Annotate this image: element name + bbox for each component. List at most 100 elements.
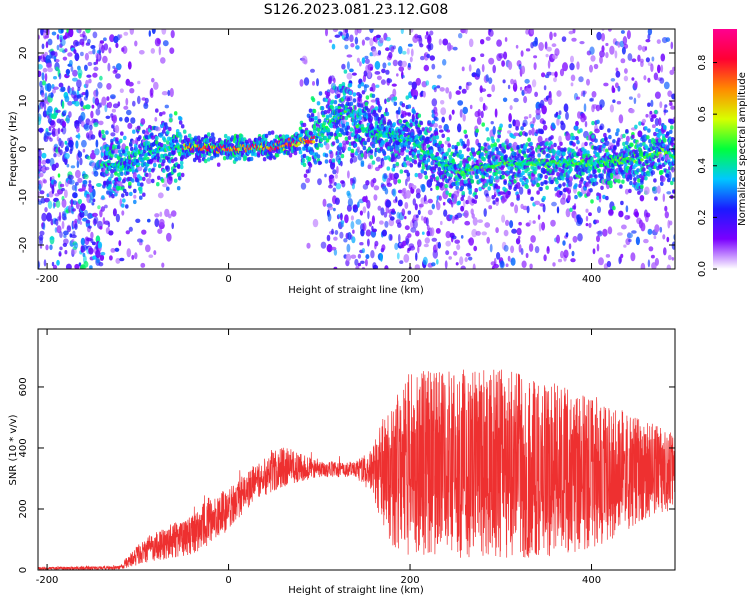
heatmap-cell	[239, 134, 244, 139]
heatmap-cell	[336, 93, 341, 99]
heatmap-cell	[576, 140, 580, 145]
heatmap-cell	[542, 150, 546, 155]
heatmap-cell	[91, 185, 95, 189]
heatmap-cell	[142, 192, 146, 197]
heatmap-cell	[612, 87, 616, 93]
heatmap-cell	[139, 241, 143, 246]
heatmap-cell	[87, 61, 93, 67]
heatmap-cell	[136, 178, 140, 183]
heatmap-cell	[370, 99, 377, 103]
heatmap-cell	[43, 259, 47, 267]
heatmap-cell	[166, 140, 170, 145]
heatmap-cell	[344, 214, 349, 224]
heatmap-cell	[126, 109, 132, 116]
heatmap-cell	[328, 113, 333, 118]
heatmap-cell	[302, 162, 307, 168]
heatmap-cell	[485, 195, 491, 203]
heatmap-cell	[64, 250, 68, 255]
heatmap-cell	[38, 234, 44, 241]
heatmap-cell	[370, 250, 375, 259]
heatmap-cell	[382, 120, 387, 125]
heatmap-cell	[44, 207, 48, 213]
heatmap-cell	[110, 153, 114, 158]
heatmap-cell	[55, 66, 59, 71]
heatmap-cell	[422, 91, 426, 98]
heatmap-cell	[381, 229, 387, 237]
heatmap-cell	[85, 29, 91, 34]
heatmap-cell	[532, 220, 536, 224]
heatmap-cell	[455, 262, 459, 266]
heatmap-cell	[496, 39, 502, 47]
heatmap-cell	[409, 245, 416, 251]
heatmap-cell	[371, 160, 376, 165]
heatmap-cell	[127, 122, 133, 129]
heatmap-cell	[60, 86, 66, 92]
heatmap-cell	[70, 65, 74, 72]
heatmap-cell	[415, 230, 420, 237]
heatmap-cell	[561, 36, 567, 42]
heatmap-cell	[468, 190, 473, 195]
heatmap-cell	[77, 177, 83, 184]
heatmap-cell	[378, 106, 383, 111]
heatmap-cell	[410, 132, 415, 137]
heatmap-cell	[616, 128, 620, 133]
heatmap-cell	[473, 245, 478, 252]
heatmap-cell	[385, 125, 390, 130]
heatmap-cell	[596, 119, 600, 125]
heatmap-cell	[352, 176, 357, 185]
heatmap-cell	[82, 180, 88, 185]
heatmap-cell	[47, 38, 53, 46]
heatmap-cell	[337, 149, 340, 156]
heatmap-cell	[510, 245, 515, 254]
heatmap-cell	[104, 104, 108, 113]
heatmap-cell	[363, 70, 368, 77]
heatmap-cell	[438, 38, 442, 46]
heatmap-cell	[49, 244, 53, 251]
heatmap-cell	[374, 166, 380, 172]
heatmap-cell	[155, 135, 159, 141]
heatmap-cell	[197, 158, 202, 163]
heatmap-cell	[67, 101, 73, 106]
heatmap-cell	[374, 121, 379, 126]
heatmap-cell	[514, 204, 519, 214]
heatmap-cell	[397, 199, 403, 207]
heatmap-cell	[351, 72, 357, 76]
heatmap-cell	[412, 110, 417, 115]
heatmap-cell	[49, 236, 55, 240]
heatmap-cell	[129, 191, 133, 197]
heatmap-cell	[90, 238, 94, 243]
heatmap-cell	[458, 149, 463, 155]
heatmap-cell	[129, 29, 134, 35]
heatmap-cell	[208, 138, 213, 143]
heatmap-cell	[415, 252, 418, 261]
heatmap-cell	[65, 68, 71, 75]
heatmap-cell	[360, 160, 365, 165]
heatmap-cell	[129, 142, 133, 147]
heatmap-cell	[123, 135, 127, 141]
heatmap-cell	[396, 252, 400, 260]
heatmap-cell	[125, 97, 129, 106]
heatmap-cell	[166, 130, 170, 135]
heatmap-cell	[106, 83, 112, 90]
heatmap-cell	[551, 201, 557, 207]
heatmap-cell	[510, 202, 515, 207]
heatmap-cell	[38, 183, 42, 192]
heatmap-cell	[319, 137, 324, 143]
heatmap-cell	[493, 142, 498, 147]
heatmap-cell	[307, 156, 312, 162]
heatmap-cell	[118, 149, 122, 154]
heatmap-cell	[423, 64, 429, 72]
heatmap-cell	[393, 96, 398, 101]
heatmap-cell	[542, 204, 546, 213]
heatmap-cell	[41, 159, 47, 165]
heatmap-cell	[310, 117, 315, 122]
heatmap-cell	[107, 222, 111, 228]
heatmap-cell	[375, 34, 381, 39]
heatmap-cell	[431, 98, 438, 107]
heatmap-cell	[539, 173, 543, 179]
chart-title: S126.2023.081.23.12.G08	[263, 2, 449, 18]
heatmap-cell	[434, 111, 439, 117]
heatmap-cell	[82, 148, 86, 153]
heatmap-cell	[86, 74, 92, 78]
heatmap-cell	[86, 155, 92, 160]
